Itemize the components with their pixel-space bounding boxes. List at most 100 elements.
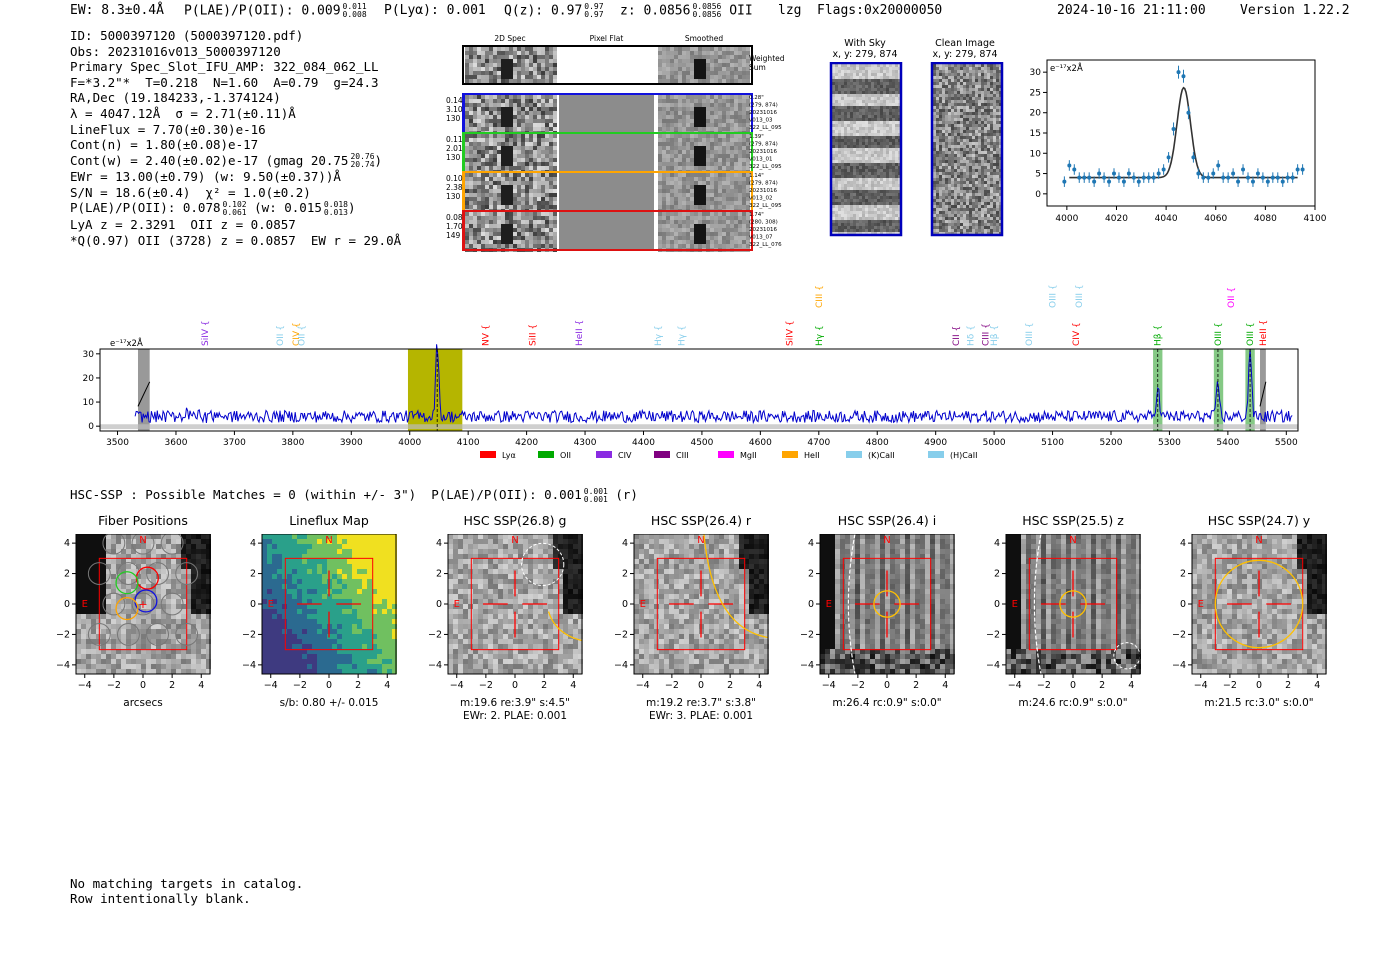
- pixel: [889, 205, 892, 208]
- pixel: [951, 217, 954, 220]
- pixel: [975, 124, 978, 127]
- pixel: [714, 146, 718, 150]
- pixel: [505, 103, 509, 107]
- pixel: [856, 139, 859, 142]
- pixel: [734, 154, 738, 158]
- pixel: [886, 103, 889, 106]
- pixel: [658, 205, 662, 209]
- pixel: [966, 187, 969, 190]
- pixel: [738, 162, 742, 166]
- pixel: [497, 232, 501, 236]
- pixel: [537, 181, 541, 185]
- pixel: [883, 97, 886, 100]
- pixel: [835, 127, 838, 130]
- pixel: [996, 97, 999, 100]
- pixel: [666, 158, 670, 162]
- pixel: [993, 229, 996, 232]
- pixel: [682, 154, 686, 158]
- pixel: [517, 232, 521, 236]
- pixel: [832, 112, 835, 115]
- pixel: [549, 193, 553, 197]
- pixel: [473, 67, 477, 71]
- pixel: [718, 158, 722, 162]
- pixel: [481, 134, 485, 138]
- pixel: [880, 94, 883, 97]
- pixel: [895, 214, 898, 217]
- pixel: [933, 160, 936, 163]
- pixel: [898, 169, 901, 172]
- pixel: [690, 71, 694, 75]
- pixel: [734, 189, 738, 193]
- pixel: [662, 111, 666, 115]
- pixel: [972, 163, 975, 166]
- pixel: [969, 103, 972, 106]
- pixel: [517, 162, 521, 166]
- pixel: [877, 85, 880, 88]
- pixel: [533, 59, 537, 63]
- pixel: [874, 181, 877, 184]
- pixel: [549, 146, 553, 150]
- pixel: [742, 63, 746, 67]
- pixel: [678, 177, 682, 181]
- pixel: [549, 47, 553, 51]
- pixel: [850, 67, 853, 70]
- pixel: [730, 185, 734, 189]
- pixel: [658, 95, 662, 99]
- pixel: [702, 216, 706, 220]
- pixel: [856, 142, 859, 145]
- pixel: [477, 212, 481, 216]
- pixel: [493, 173, 497, 177]
- pixel: [505, 244, 509, 248]
- pixel: [477, 173, 481, 177]
- pixel: [469, 59, 473, 63]
- pixel: [936, 163, 939, 166]
- pixel: [545, 146, 549, 150]
- pixel: [880, 223, 883, 226]
- pixel: [722, 216, 726, 220]
- pixel: [862, 133, 865, 136]
- pixel: [847, 94, 850, 97]
- pixel: [981, 166, 984, 169]
- pixel: [898, 160, 901, 163]
- pixel: [738, 212, 742, 216]
- pixel: [942, 88, 945, 91]
- pixel: [541, 212, 545, 216]
- pixel: [948, 115, 951, 118]
- pixel: [871, 109, 874, 112]
- pixel: [698, 232, 702, 236]
- pixel: [945, 121, 948, 124]
- pixel: [862, 139, 865, 142]
- pixel: [841, 142, 844, 145]
- pixel-flat: [559, 134, 654, 171]
- pixel: [996, 88, 999, 91]
- pixel: [892, 226, 895, 229]
- pixel: [859, 82, 862, 85]
- pixel: [738, 138, 742, 142]
- pixel: [853, 184, 856, 187]
- pixel: [489, 220, 493, 224]
- pixel: [738, 103, 742, 107]
- pixel: [521, 162, 525, 166]
- pixel: [726, 99, 730, 103]
- pixel: [939, 85, 942, 88]
- pixel: [877, 160, 880, 163]
- pixel: [529, 162, 533, 166]
- pixel: [658, 63, 662, 67]
- pixel: [975, 160, 978, 163]
- pixel: [738, 236, 742, 240]
- pixel: [686, 240, 690, 244]
- pixel: [734, 134, 738, 138]
- pixel: [465, 146, 469, 150]
- pixel: [465, 189, 469, 193]
- fit-axes-frame: [1046, 59, 1316, 207]
- pixel: [936, 109, 939, 112]
- pixel: [847, 106, 850, 109]
- pixel: [990, 118, 993, 121]
- pixel: [686, 138, 690, 142]
- pixel: [954, 178, 957, 181]
- pixel: [874, 211, 877, 214]
- pixel: [658, 228, 662, 232]
- pixel: [874, 91, 877, 94]
- pixel: [714, 173, 718, 177]
- pixel: [517, 142, 521, 146]
